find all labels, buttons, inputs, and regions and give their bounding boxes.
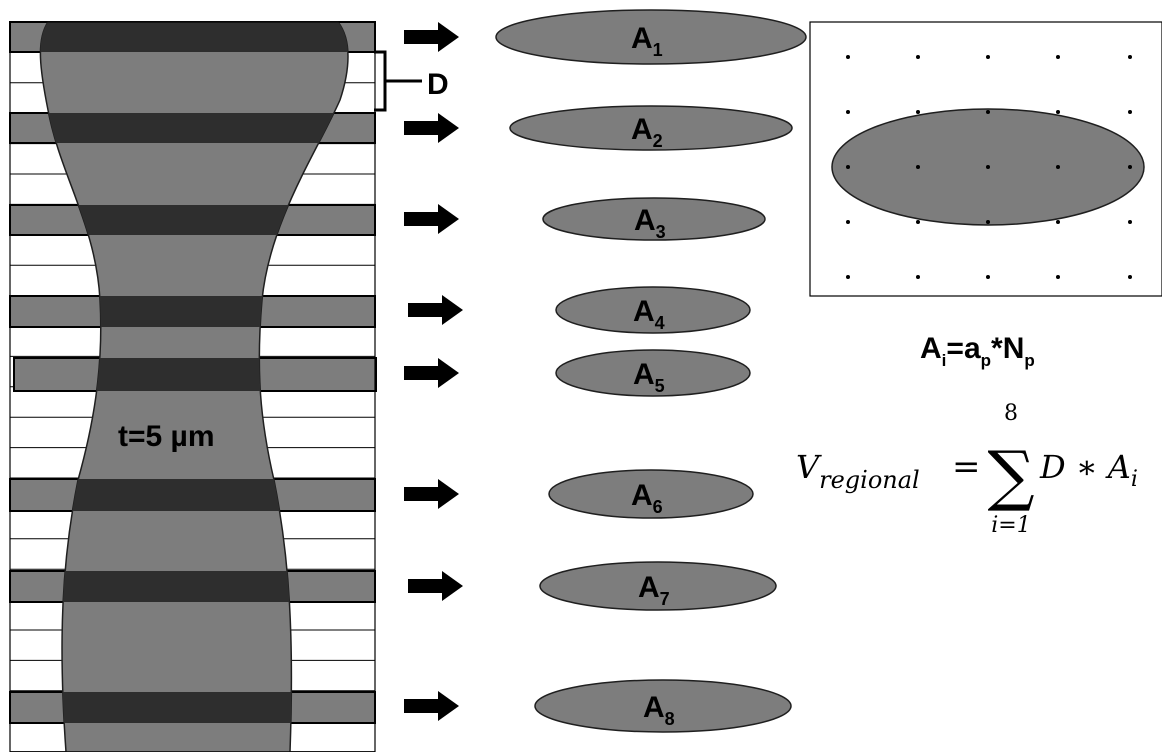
arrow-right-icon bbox=[404, 22, 459, 52]
equals-sign: = bbox=[952, 447, 981, 487]
grid-point bbox=[986, 110, 990, 114]
section-area-8: A8 bbox=[534, 679, 792, 733]
sampled-section-overlap-band bbox=[40, 22, 348, 52]
thickness-label: t=5 µm bbox=[118, 420, 215, 453]
area-formula: Ai=ap*Np bbox=[920, 332, 1035, 370]
section-stack-frame bbox=[9, 21, 376, 752]
section-area-label: A8 bbox=[643, 691, 675, 729]
arrow-right-icon bbox=[404, 113, 459, 143]
section-area-label: A2 bbox=[631, 113, 663, 151]
section-ellipse bbox=[555, 286, 751, 334]
section-area-3: A3 bbox=[542, 197, 766, 242]
svg-text:Vregional: Vregional bbox=[796, 448, 920, 494]
grid-point bbox=[916, 220, 920, 224]
grid-point bbox=[986, 165, 990, 169]
spacing-bracket bbox=[374, 50, 422, 112]
section-ellipse bbox=[534, 679, 792, 733]
volume-formula: Vregional = 8 ∑ i=1 D ∗ Ai bbox=[796, 401, 1138, 538]
svg-text:D ∗ Ai: D ∗ Ai bbox=[1039, 448, 1138, 492]
section-area-2: A2 bbox=[509, 105, 793, 151]
grid-point bbox=[986, 275, 990, 279]
grid-point bbox=[1128, 275, 1132, 279]
grid-point bbox=[1128, 110, 1132, 114]
arrow-right-icon bbox=[404, 204, 459, 234]
section-ellipse bbox=[555, 349, 751, 397]
grid-point bbox=[1056, 220, 1060, 224]
grid-point bbox=[846, 275, 850, 279]
grid-point bbox=[916, 275, 920, 279]
section-area-7: A7 bbox=[539, 561, 777, 611]
sum-symbol: ∑ bbox=[987, 437, 1034, 514]
grid-point bbox=[986, 55, 990, 59]
sampled-section-overlap-band bbox=[40, 113, 348, 143]
grid-point bbox=[916, 110, 920, 114]
sum-lower-limit: i=1 bbox=[991, 513, 1030, 538]
volume-subscript: regional bbox=[819, 466, 920, 494]
grid-point bbox=[1128, 55, 1132, 59]
arrow-right-icon bbox=[408, 295, 463, 325]
section-ellipse bbox=[539, 561, 777, 611]
arrow-right-icon bbox=[404, 479, 459, 509]
grid-point bbox=[846, 55, 850, 59]
grid-point bbox=[846, 165, 850, 169]
grid-point bbox=[846, 220, 850, 224]
section-ellipse bbox=[542, 197, 766, 241]
section-area-4: A4 bbox=[555, 286, 751, 334]
volume-symbol: V bbox=[796, 448, 822, 486]
arrow-right-icon bbox=[404, 358, 459, 388]
section-area-label: A6 bbox=[631, 479, 663, 517]
grid-point bbox=[1128, 220, 1132, 224]
grid-point bbox=[846, 110, 850, 114]
section-ellipse bbox=[495, 9, 807, 65]
grid-point bbox=[916, 55, 920, 59]
section-area-label: A3 bbox=[634, 204, 666, 242]
grid-point bbox=[1128, 165, 1132, 169]
volume-term: D ∗ A bbox=[1039, 448, 1131, 486]
section-area-label: A1 bbox=[631, 22, 663, 60]
section-area-label: A4 bbox=[633, 295, 665, 333]
section-ellipse bbox=[548, 469, 754, 519]
section-area-1: A1 bbox=[495, 9, 807, 65]
grid-point bbox=[986, 220, 990, 224]
grid-point bbox=[1056, 165, 1060, 169]
cross-section-areas: A1 A2 A3 A4 A5 A6 A7 A8 bbox=[495, 9, 807, 733]
arrow-right-icon bbox=[408, 571, 463, 601]
section-arrows bbox=[404, 22, 463, 721]
volume-term-subscript: i bbox=[1131, 467, 1138, 492]
grid-point bbox=[1056, 275, 1060, 279]
spacing-label: D bbox=[427, 68, 449, 101]
section-area-label: A5 bbox=[633, 358, 665, 396]
point-grid bbox=[846, 55, 1132, 279]
grid-point bbox=[1056, 55, 1060, 59]
section-area-5: A5 bbox=[555, 349, 751, 397]
section-area-6: A6 bbox=[548, 469, 754, 519]
section-area-label: A7 bbox=[638, 571, 670, 609]
sum-upper-limit: 8 bbox=[1004, 401, 1018, 426]
grid-point bbox=[916, 165, 920, 169]
section-ellipse bbox=[509, 105, 793, 151]
arrow-right-icon bbox=[404, 691, 459, 721]
grid-point bbox=[1056, 110, 1060, 114]
